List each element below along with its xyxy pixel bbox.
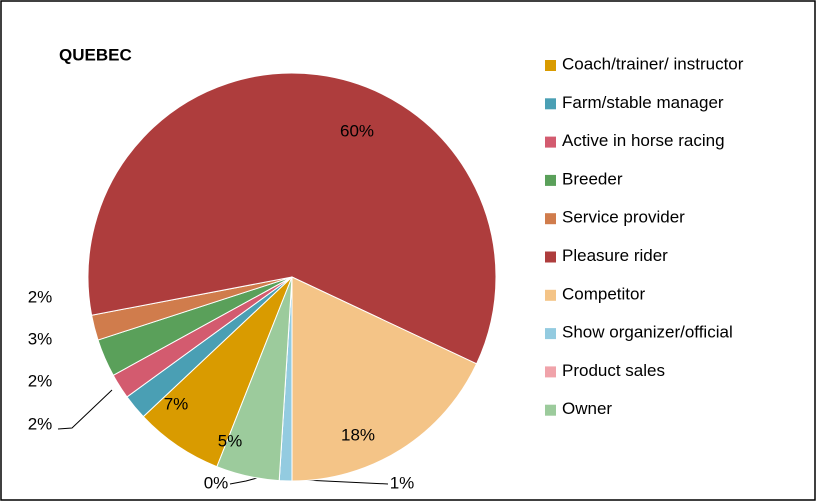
data-label: 1% [390,473,415,492]
chart-title: QUEBEC [59,45,132,64]
legend-label: Breeder [562,169,623,188]
data-label: 2% [28,287,53,306]
legend-swatch [545,213,556,225]
legend-swatch [545,328,556,340]
data-label: 7% [164,394,189,413]
leader-line [229,477,258,485]
leader-line [57,389,113,430]
legend-swatch [545,366,556,378]
data-label: 3% [28,329,53,348]
legend-label: Competitor [562,284,645,303]
legend-label: Farm/stable manager [562,93,724,112]
legend-label: Product sales [562,361,665,380]
legend-swatch [545,60,556,71]
legend-label: Show organizer/official [562,323,733,342]
legend-swatch [545,404,556,416]
pie-slice [291,276,478,482]
pie-slice [216,276,293,482]
legend-label: Pleasure rider [562,246,668,265]
legend-swatch [545,98,556,110]
data-label: 2% [28,371,53,390]
legend-label: Service provider [562,208,685,227]
legend-label: Owner [562,399,612,418]
data-label: 60% [340,121,374,140]
legend-label: Coach/trainer/ instructor [562,54,744,73]
data-label: 5% [218,431,243,450]
legend-swatch [545,289,556,301]
pie-slice [87,72,497,365]
legend-swatch [545,136,556,148]
data-label: 2% [28,414,53,433]
data-label: 18% [341,425,375,444]
legend-swatch [545,174,556,186]
legend-swatch [545,251,556,263]
legend-label: Active in horse racing [562,131,725,150]
data-label: 0% [204,473,229,492]
